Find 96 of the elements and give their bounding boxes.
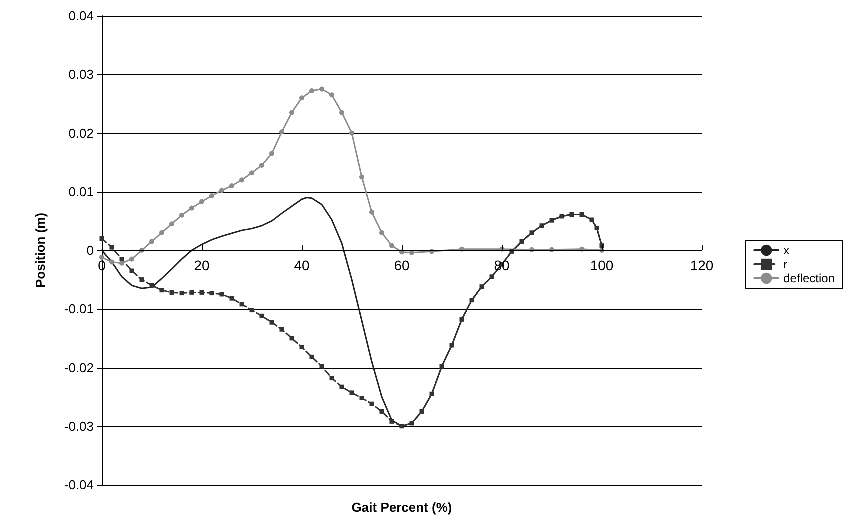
point [440,364,444,369]
y-tick-label: 0.02 [68,126,94,141]
y-tick-label: -0.03 [64,418,94,434]
point [200,290,204,295]
point [230,296,234,301]
point [270,151,274,156]
legend-label: r [784,258,788,272]
point [240,178,244,183]
point [410,421,414,426]
point [380,409,384,414]
y-axis-title: Position (m) [33,212,48,288]
point [300,344,304,350]
point [390,243,394,248]
point [350,390,354,396]
point [340,384,344,390]
y-tick-label: 0 [86,243,94,258]
point [140,278,144,282]
y-tick-label: -0.01 [64,302,94,317]
point [320,364,324,369]
point [260,162,264,168]
point [420,409,424,414]
y-tick-label: 0.01 [68,184,94,200]
point [450,343,454,348]
point [120,257,124,262]
legend-label: x [784,244,790,258]
point [570,212,574,217]
point [220,188,224,194]
point [470,298,474,303]
y-tick-label: 0.04 [68,8,94,24]
point [100,236,104,242]
point [460,317,464,322]
point [270,320,274,325]
point [360,174,364,180]
point [190,206,194,211]
point [170,222,174,227]
point [370,210,374,215]
point [180,212,184,218]
point [350,130,354,136]
point [230,184,234,189]
point [170,290,174,295]
point [120,260,124,266]
x-tick-label: 20 [194,258,210,274]
point [110,245,114,250]
point [520,239,524,244]
point [400,424,404,429]
point [280,130,284,135]
point [290,336,294,341]
y-tick-label: 0.03 [68,67,94,82]
point [160,230,164,236]
point [150,239,154,244]
point [210,193,214,198]
point [190,290,194,295]
point [210,291,214,296]
point [260,314,264,318]
point [320,86,324,92]
point [340,110,344,116]
point [280,327,284,332]
point [490,274,494,280]
point [380,230,384,236]
x-axis-title: Gait Percent (%) [352,500,452,515]
x-tick-label: 120 [690,258,714,274]
point [150,283,154,288]
point [130,256,134,262]
y-tick-label: -0.02 [64,360,94,376]
x-tick-label: 60 [394,258,410,274]
point [430,392,434,396]
point [130,268,134,274]
point [550,218,554,223]
point [480,284,484,290]
point [330,376,334,381]
point [200,199,204,204]
x-tick-label: 100 [590,258,614,274]
point [560,214,564,219]
point [250,170,254,176]
point [220,292,224,297]
point [580,212,584,217]
point [110,260,114,265]
point [540,224,544,228]
point [310,354,314,360]
y-tick-label: -0.04 [64,478,94,492]
point [530,230,534,236]
point [310,88,314,94]
point [300,96,304,101]
point [590,218,594,222]
legend-label: deflection [784,272,836,286]
point [370,402,374,406]
point [330,92,334,98]
point [180,291,184,296]
x-tick-label: 40 [294,258,310,274]
point [360,396,364,400]
point [390,419,394,424]
point [594,226,600,230]
point [240,302,244,307]
point [290,110,294,116]
point [160,288,164,293]
point [250,308,254,313]
